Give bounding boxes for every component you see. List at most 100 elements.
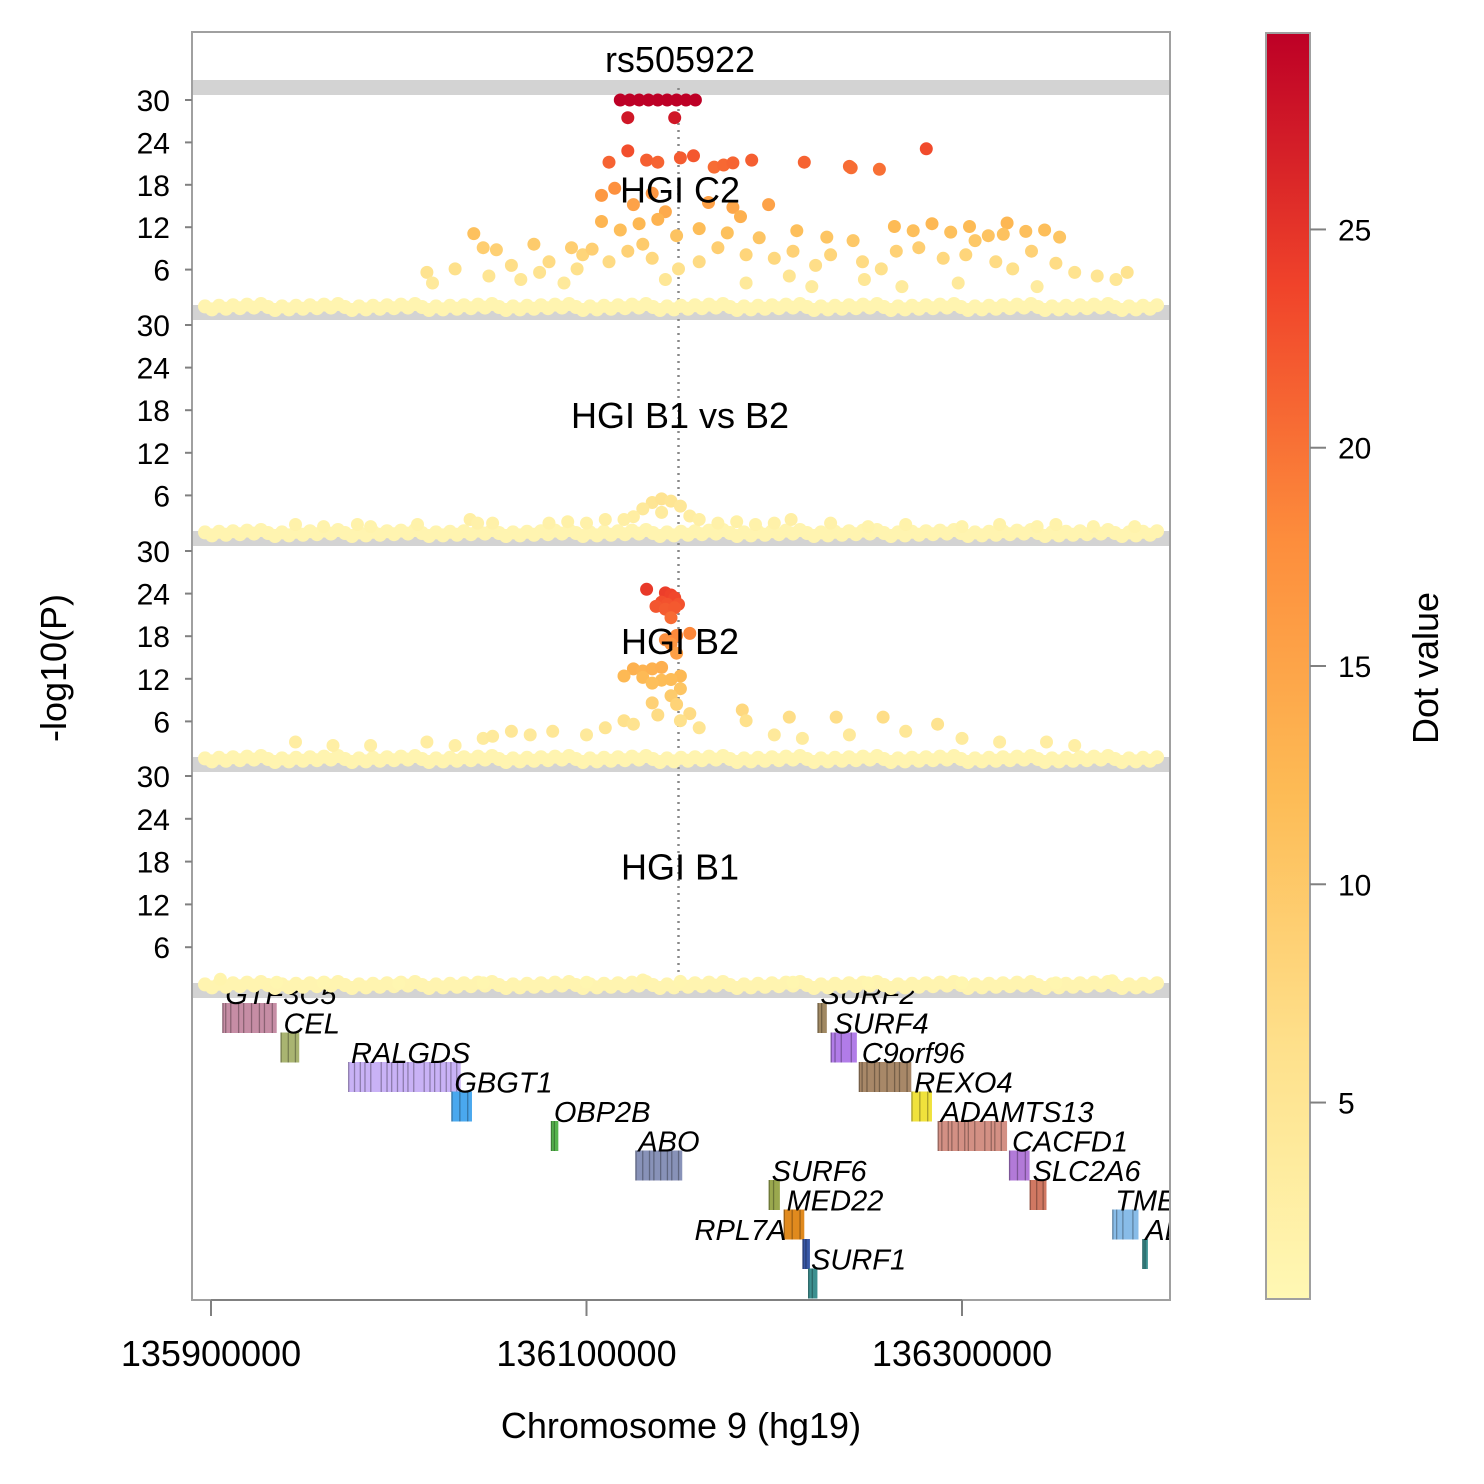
gene-cacfd1-block <box>1008 1150 1030 1181</box>
data-point <box>861 520 875 534</box>
data-point <box>580 975 593 989</box>
data-point <box>504 724 518 738</box>
data-point <box>805 280 819 294</box>
gene-exon-mark <box>906 1062 908 1092</box>
data-point <box>645 251 659 265</box>
data-point <box>645 186 659 200</box>
data-point <box>820 230 834 244</box>
gene-rexo4-block <box>911 1091 932 1122</box>
data-point <box>1030 280 1044 294</box>
data-point <box>1120 265 1134 279</box>
y-tick-label: 12 <box>137 889 170 922</box>
y-tick-label: 18 <box>137 621 170 654</box>
data-point <box>392 977 406 991</box>
gene-exon-mark <box>666 1150 669 1181</box>
gene-exon-mark <box>947 1121 949 1151</box>
data-point <box>899 724 913 738</box>
gene-exon-mark <box>927 1091 929 1122</box>
gene-exon-mark <box>294 1032 297 1063</box>
data-point <box>580 516 593 530</box>
gene-label: SURF1 <box>811 1245 906 1277</box>
data-point <box>670 697 684 711</box>
data-point <box>1068 739 1082 752</box>
gene-exon-mark <box>937 1121 939 1151</box>
data-point <box>570 262 584 276</box>
gene-exon-mark <box>964 1121 966 1151</box>
data-point <box>745 153 759 167</box>
data-point <box>420 735 434 749</box>
gene-label: MED22 <box>787 1186 884 1218</box>
data-point <box>636 237 650 251</box>
gene-exon-mark <box>225 1003 227 1033</box>
data-point <box>673 151 687 165</box>
data-point <box>906 224 920 238</box>
x-tick-label: 136100000 <box>496 1333 676 1374</box>
gene-exon-mark <box>772 1180 775 1210</box>
data-point <box>598 513 612 526</box>
data-point <box>621 111 635 125</box>
gene-exon-mark <box>858 1062 861 1092</box>
gene-exon-mark <box>834 1032 836 1063</box>
gene-label: SURF6 <box>772 1156 868 1188</box>
data-point <box>645 696 659 710</box>
data-point <box>467 227 481 241</box>
data-point <box>1090 269 1104 283</box>
gene-exon-mark <box>957 1121 959 1151</box>
data-point <box>670 93 684 107</box>
y-tick-label: 24 <box>137 353 170 386</box>
data-point <box>613 223 627 237</box>
y-tick-label: 24 <box>137 804 170 837</box>
data-point <box>795 731 809 745</box>
gene-exon-mark <box>280 1032 282 1063</box>
data-point <box>350 518 364 531</box>
data-point <box>636 973 650 987</box>
gene-exon-mark <box>553 1121 555 1151</box>
data-point <box>317 976 331 990</box>
gene-exon-mark <box>1000 1121 1002 1151</box>
gene-exon-mark <box>791 1209 793 1240</box>
data-point <box>887 220 901 233</box>
colorbar-tick-label: 5 <box>1338 1088 1355 1121</box>
data-point <box>767 516 781 530</box>
gene-exon-mark <box>878 1062 881 1092</box>
data-point <box>1053 230 1067 244</box>
gene-exon-mark <box>1016 1150 1019 1181</box>
data-point <box>486 516 500 530</box>
data-point <box>749 518 762 531</box>
data-point <box>1049 518 1063 531</box>
y-tick-label: 30 <box>137 761 170 794</box>
gene-exon-mark <box>230 1003 232 1033</box>
background-point <box>1150 524 1164 539</box>
data-point <box>640 582 654 596</box>
gene-tmem8c-block <box>1112 1209 1139 1240</box>
gene-exon-mark <box>222 1003 224 1033</box>
data-point <box>621 244 635 258</box>
panel-labels: HGI C2 HGI B1 vs B2 HGI B2 HGI B1 <box>571 169 789 887</box>
data-point <box>542 255 556 269</box>
gene-exon-mark <box>1144 1239 1146 1269</box>
y-tick-label: 6 <box>153 932 170 965</box>
gene-exon-mark <box>886 1062 888 1092</box>
data-point <box>514 273 528 286</box>
data-point <box>585 242 599 256</box>
data-point <box>660 93 674 107</box>
data-point <box>857 273 871 286</box>
data-point <box>626 198 640 212</box>
x-axis-label: Chromosome 9 (hg19) <box>501 1405 861 1446</box>
data-point <box>679 93 693 107</box>
data-point <box>936 251 950 265</box>
data-point <box>797 155 811 169</box>
data-point <box>476 976 490 990</box>
data-point <box>565 241 578 255</box>
gene-exon-mark <box>258 1003 261 1033</box>
y-tick-label: 6 <box>153 480 170 513</box>
colorbar-ticks: 5 10 15 20 25 <box>1310 214 1371 1121</box>
data-point <box>752 231 766 245</box>
data-point <box>670 229 684 243</box>
y-tick-label: 18 <box>137 395 170 428</box>
y-tick-label: 30 <box>137 85 170 118</box>
gene-exon-mark <box>237 1003 240 1033</box>
gene-exon-mark <box>451 1091 453 1122</box>
data-point <box>981 229 995 243</box>
gene-exon-mark <box>1122 1209 1124 1240</box>
